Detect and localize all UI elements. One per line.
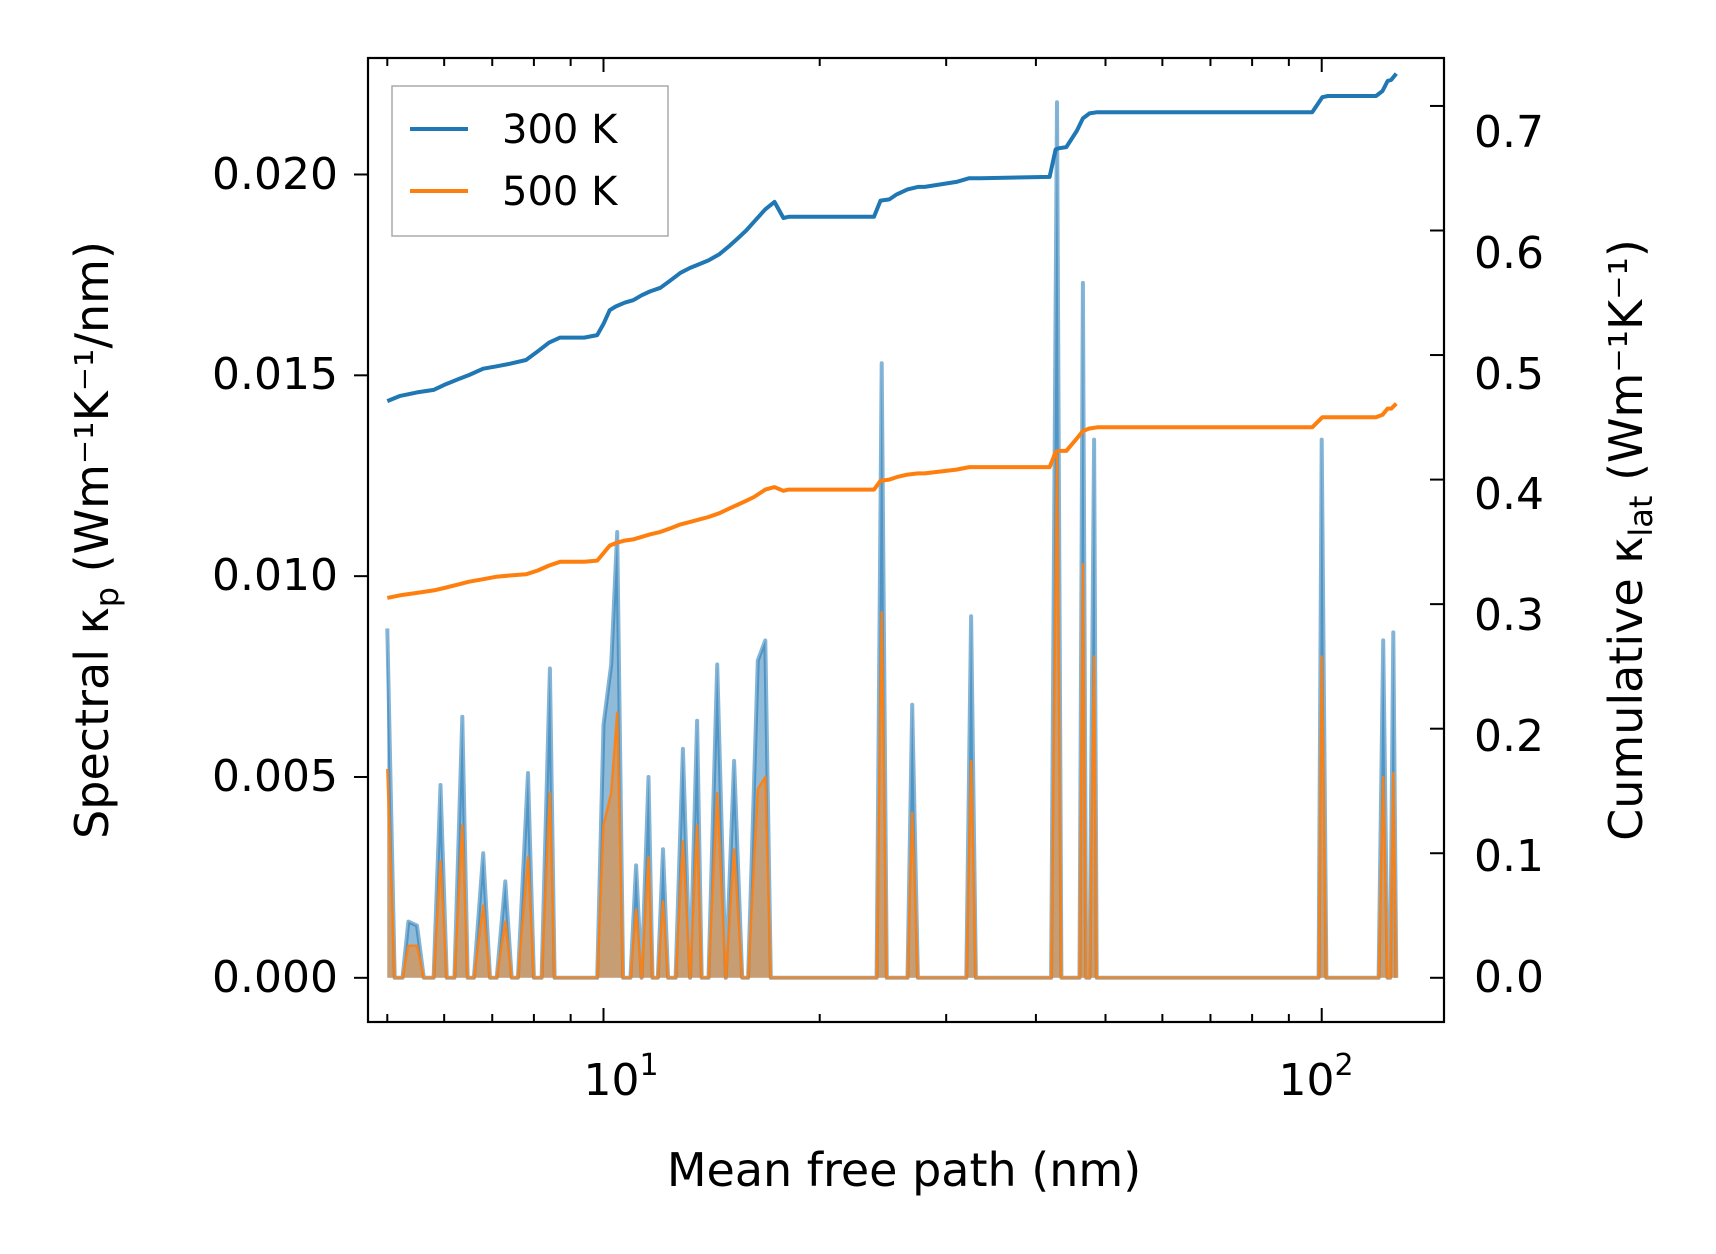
y-right-axis-label: Cumulative κlat (Wm⁻¹K⁻¹) [1599, 239, 1660, 841]
cumulative-line-500k [386, 402, 1398, 600]
legend: 300 K 500 K [391, 85, 669, 237]
y-left-axis-label: Spectral κp (Wm⁻¹K⁻¹/nm) [65, 241, 126, 839]
tick-layer [354, 58, 1444, 1022]
y-right-tick-label: 0.5 [1474, 349, 1544, 400]
y-left-tick-label: 0.020 [212, 149, 338, 200]
plot-frame [366, 56, 1446, 1024]
series-layer [385, 72, 1399, 980]
legend-label-500k: 500 K [502, 169, 619, 215]
legend-label-300k: 300 K [502, 107, 619, 153]
y-right-tick-label: 0.0 [1474, 952, 1544, 1003]
x-axis-label: Mean free path (nm) [667, 1143, 1141, 1197]
y-right-tick-label: 0.2 [1474, 711, 1544, 762]
legend-box [391, 85, 669, 237]
y-left-tick-label: 0.015 [212, 349, 338, 400]
cumulative-line-300k [386, 72, 1398, 403]
y-right-tick-label: 0.4 [1474, 469, 1544, 520]
y-right-tick-label: 0.3 [1474, 590, 1544, 641]
y-left-tick-label: 0.000 [212, 952, 338, 1003]
y-right-tick-label: 0.7 [1474, 107, 1544, 158]
y-right-tick-label: 0.6 [1474, 228, 1544, 279]
y-left-tick-label: 0.005 [212, 751, 338, 802]
y-right-tick-label: 0.1 [1474, 831, 1544, 882]
spectral-line-500k [386, 454, 1398, 980]
x-tick-label-100: 102 [1278, 1048, 1353, 1106]
y-left-tick-label: 0.010 [212, 550, 338, 601]
x-tick-label-10: 101 [583, 1048, 658, 1106]
